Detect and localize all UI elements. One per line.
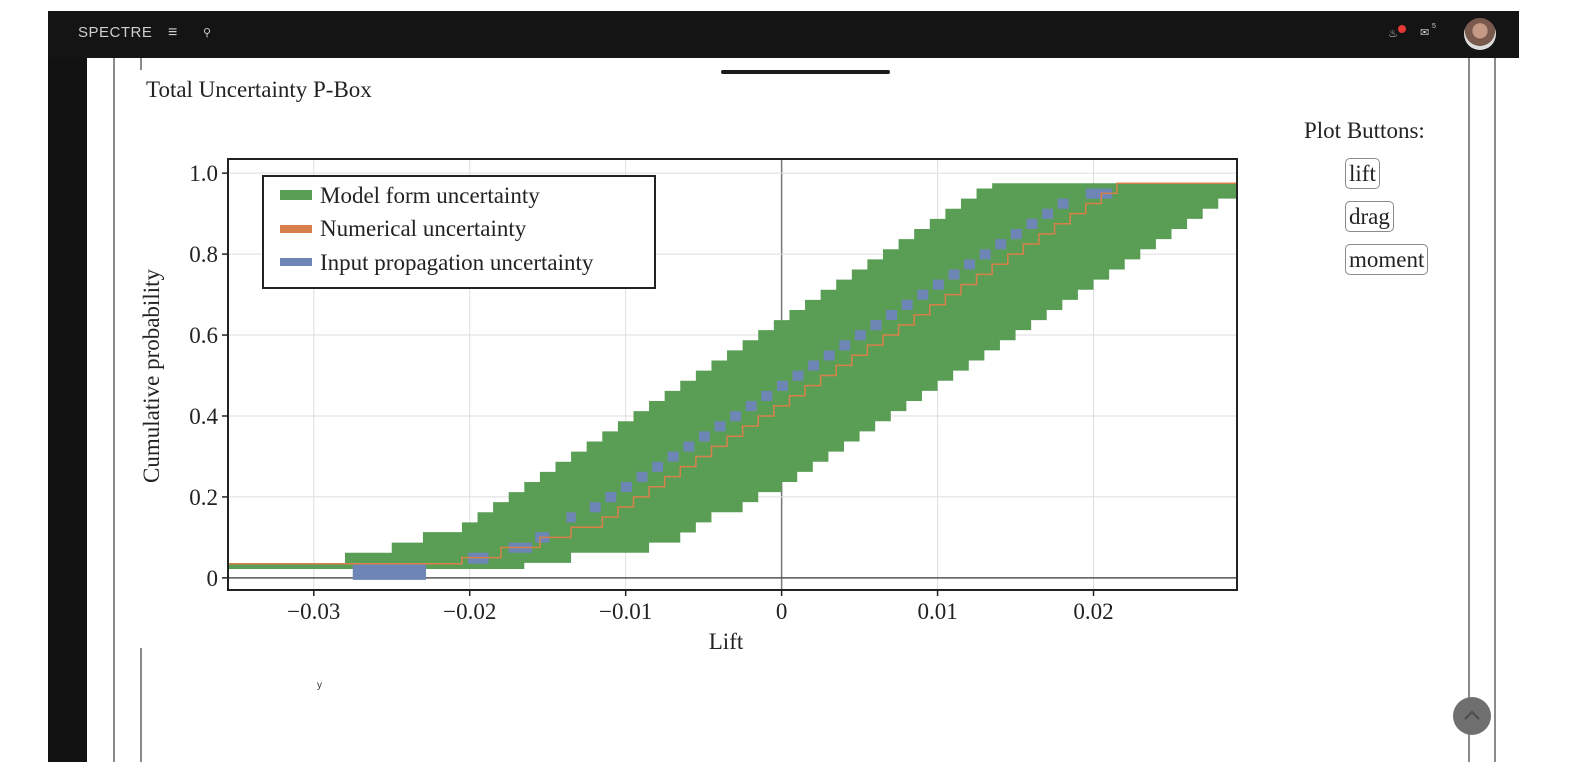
input-propagation-box-11 xyxy=(683,441,695,452)
numerical-uncertainty-line xyxy=(228,182,1237,565)
x-tick-label-0: −0.03 xyxy=(287,599,340,624)
input-propagation-box-10 xyxy=(667,451,679,462)
x-tick-label-3: 0 xyxy=(776,599,788,624)
input-propagation-box-31 xyxy=(995,239,1007,250)
legend-swatch-numerical xyxy=(280,225,312,233)
y-tick-label-0: 0 xyxy=(207,566,219,591)
legend-label-input-propagation: Input propagation uncertainty xyxy=(320,250,594,275)
plot-button-drag[interactable]: drag xyxy=(1345,201,1394,232)
top-navigation-bar: SPECTRE ≡ ⚲ ♨ ✉ 5 xyxy=(48,11,1519,58)
input-propagation-box-13 xyxy=(714,421,726,432)
plot-area xyxy=(228,159,1237,590)
search-input[interactable] xyxy=(220,23,344,45)
input-propagation-box-16 xyxy=(761,390,773,402)
x-tick-label-2: −0.01 xyxy=(599,599,652,624)
x-tick-label-5: 0.02 xyxy=(1073,599,1113,624)
x-tick-label-1: −0.02 xyxy=(443,599,496,624)
input-propagation-box-15 xyxy=(745,401,757,412)
input-propagation-box-24 xyxy=(886,309,898,321)
input-propagation-box-29 xyxy=(964,259,976,270)
input-propagation-box-32 xyxy=(1010,229,1022,240)
brand-logo[interactable]: SPECTRE xyxy=(78,24,153,41)
input-propagation-box-26 xyxy=(917,289,929,300)
input-propagation-box-5 xyxy=(589,502,601,513)
chevron-up-icon xyxy=(1464,710,1480,720)
chart-heading: Total Uncertainty P-Box xyxy=(146,77,372,102)
input-propagation-box-18 xyxy=(792,370,804,381)
input-propagation-box-7 xyxy=(620,481,632,493)
legend-label-model-form: Model form uncertainty xyxy=(320,183,540,208)
plot-frame xyxy=(227,158,1238,591)
input-propagation-box-22 xyxy=(854,330,866,341)
y-axis-label: Cumulative probability xyxy=(139,269,164,483)
hamburger-menu-icon[interactable]: ≡ xyxy=(168,24,178,41)
model-form-band xyxy=(228,183,1237,569)
input-propagation-box-27 xyxy=(932,279,944,290)
scroll-to-top-button[interactable] xyxy=(1453,697,1491,735)
plot-button-moment[interactable]: moment xyxy=(1345,244,1429,275)
content-border-right xyxy=(1468,58,1470,762)
tab-indicator xyxy=(721,70,890,74)
legend-box xyxy=(262,175,656,289)
y-tick-label-4: 0.8 xyxy=(189,242,218,267)
x-tick-label-4: 0.01 xyxy=(917,599,957,624)
input-propagation-box-36 xyxy=(1085,188,1113,199)
left-sidebar-rail xyxy=(48,58,87,762)
bell-icon[interactable]: ♨ xyxy=(1388,28,1398,40)
input-propagation-box-34 xyxy=(1042,208,1053,219)
plot-button-lift[interactable]: lift xyxy=(1345,158,1380,189)
legend-swatch-input-propagation xyxy=(280,258,312,266)
panel-border-left-top xyxy=(140,58,142,70)
input-propagation-box-17 xyxy=(776,380,788,391)
input-propagation-box-25 xyxy=(901,299,913,310)
axes: −0.03 −0.02 −0.01 0 0.01 0.02 0 0.2 0.4 0.6 0.8 1.0 xyxy=(189,158,1238,624)
y-tick-label-5: 1.0 xyxy=(189,161,218,186)
plot-buttons-label: Plot Buttons: xyxy=(1304,118,1425,143)
legend-label-numerical: Numerical uncertainty xyxy=(320,216,527,241)
input-propagation-box-20 xyxy=(823,350,835,361)
y-tick-label-2: 0.4 xyxy=(189,404,218,429)
notification-badge xyxy=(1398,25,1406,33)
chart-legend: Model form uncertainty Numerical uncerta… xyxy=(262,175,656,289)
page-border-right xyxy=(1494,58,1496,762)
input-propagation-box-21 xyxy=(839,340,851,351)
y-tick-label-1: 0.2 xyxy=(189,485,218,510)
input-propagation-box-4 xyxy=(566,512,576,523)
input-propagation-box-14 xyxy=(730,411,742,422)
input-propagation-box-35 xyxy=(1057,198,1069,209)
input-propagation-box-33 xyxy=(1026,218,1038,230)
mail-icon[interactable]: ✉ xyxy=(1420,27,1430,39)
y-tick-label-3: 0.6 xyxy=(189,323,218,348)
search-icon[interactable]: ⚲ xyxy=(203,27,212,39)
input-propagation-box-19 xyxy=(808,360,820,371)
input-propagation-box-23 xyxy=(870,320,882,331)
stray-label: y xyxy=(317,680,322,691)
messages-count: 5 xyxy=(1432,23,1436,30)
panel-border-left-bottom xyxy=(140,648,142,762)
input-propagation-box-6 xyxy=(605,492,617,503)
input-propagation-box-0 xyxy=(352,563,427,580)
input-propagation-box-9 xyxy=(652,461,664,472)
user-avatar[interactable] xyxy=(1464,18,1496,50)
content-border-left xyxy=(113,58,115,762)
input-propagation-box-12 xyxy=(698,431,710,442)
input-propagation-box-8 xyxy=(636,471,648,482)
input-propagation-box-30 xyxy=(979,249,991,260)
x-axis-label: Lift xyxy=(709,629,744,654)
legend-swatch-model-form xyxy=(280,190,312,200)
input-propagation-box-28 xyxy=(948,269,960,280)
